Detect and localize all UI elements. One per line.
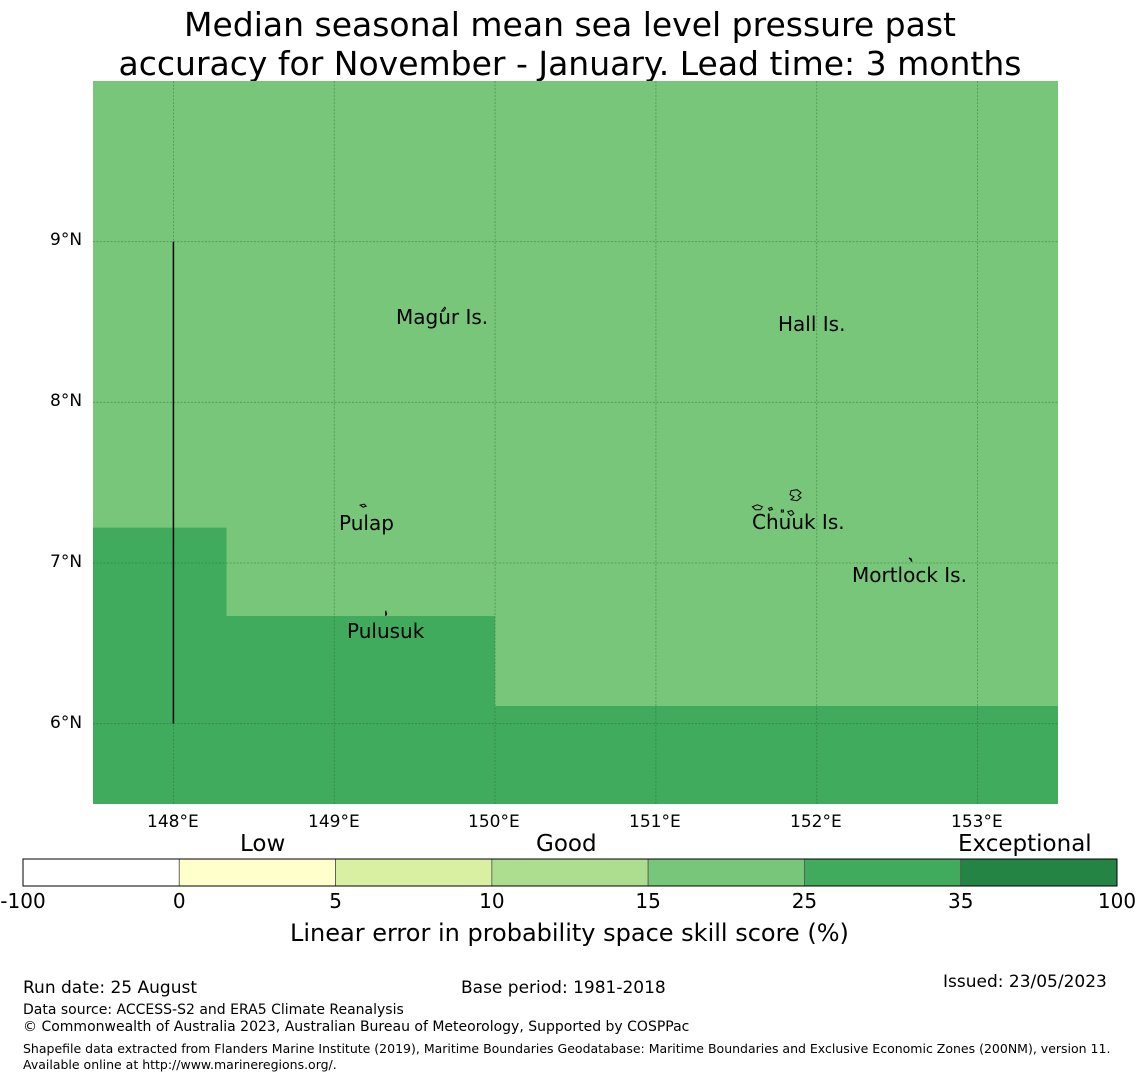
- lon-label-148e: 148°E: [147, 812, 199, 832]
- lon-label-151e: 151°E: [629, 812, 681, 832]
- colorbar-tick-label: 25: [791, 889, 818, 913]
- lat-label-6n: 6°N: [50, 713, 83, 733]
- skill-region-1: [226, 616, 496, 804]
- island-outline-7: [787, 510, 795, 517]
- colorbar-category-good: Good: [536, 831, 597, 857]
- place-label-magur: Magur Is.: [396, 305, 489, 329]
- colorbar-tick-label: 5: [329, 889, 342, 913]
- shapefile-credit: Shapefile data extracted from Flanders M…: [23, 1041, 1111, 1072]
- island-outlines: [358, 306, 913, 617]
- skill-region-0: [93, 527, 227, 804]
- colorbar-tick-label: 0: [172, 889, 186, 913]
- map-gridlines: [93, 81, 1058, 804]
- island-outline-1: [358, 503, 368, 508]
- data-source: Data source: ACCESS-S2 and ERA5 Climate …: [23, 1002, 404, 1018]
- lat-label-7n: 7°N: [50, 552, 83, 572]
- colorbar-box-2: [335, 858, 493, 887]
- colorbar-tick-label: -100: [0, 889, 46, 913]
- colorbar-category-low: Low: [240, 831, 286, 857]
- lat-label-8n: 8°N: [50, 391, 83, 411]
- island-outline-6: [780, 509, 784, 513]
- island-outline-3: [789, 489, 802, 502]
- place-label-pulusuk: Pulusuk: [347, 619, 425, 643]
- colorbar-box-4: [647, 858, 805, 887]
- place-label-mortlock: Mortlock Is.: [852, 563, 967, 587]
- colorbar-box-6: [960, 858, 1118, 887]
- lon-label-150e: 150°E: [468, 812, 520, 832]
- map-title-line-2: accuracy for November - January. Lead ti…: [118, 44, 1022, 83]
- island-outline-0: [440, 306, 447, 312]
- skill-regions: [93, 81, 1058, 804]
- skill-region-2: [495, 705, 1058, 804]
- base-period: Base period: 1981-2018: [461, 978, 666, 998]
- issued-date: Issued: 23/05/2023: [943, 972, 1107, 992]
- lon-label-153e: 153°E: [951, 812, 1003, 832]
- colorbar-tick-label: 15: [635, 889, 661, 913]
- island-outline-4: [751, 504, 764, 511]
- island-outline-8: [908, 557, 913, 563]
- copyright: © Commonwealth of Australia 2023, Austra…: [23, 1019, 690, 1035]
- colorbar-tick-label: 35: [947, 889, 974, 913]
- place-label-hall: Hall Is.: [778, 312, 846, 336]
- place-label-chuuk: Chuuk Is.: [752, 510, 845, 534]
- colorbar-frame: [22, 858, 1118, 887]
- colorbar-tick-label: 10: [479, 889, 505, 913]
- island-outline-2: [385, 610, 388, 617]
- island-outline-5: [767, 506, 774, 511]
- map-title-line-1: Median seasonal mean sea level pressure …: [184, 5, 956, 44]
- colorbar-label: Linear error in probability space skill …: [290, 919, 849, 947]
- colorbar-box-0: [22, 858, 180, 887]
- run-date: Run date: 25 August: [23, 978, 197, 998]
- lon-label-152e: 152°E: [790, 812, 842, 832]
- colorbar-box-1: [178, 858, 336, 887]
- lat-label-9n: 9°N: [50, 230, 83, 250]
- colorbar-box-5: [804, 858, 962, 887]
- lon-label-149e: 149°E: [308, 812, 360, 832]
- colorbar-box-3: [491, 858, 649, 887]
- colorbar-tick-label: 100: [1097, 889, 1137, 913]
- place-label-pulap: Pulap: [339, 511, 394, 535]
- colorbar-category-exceptional: Exceptional: [958, 831, 1092, 857]
